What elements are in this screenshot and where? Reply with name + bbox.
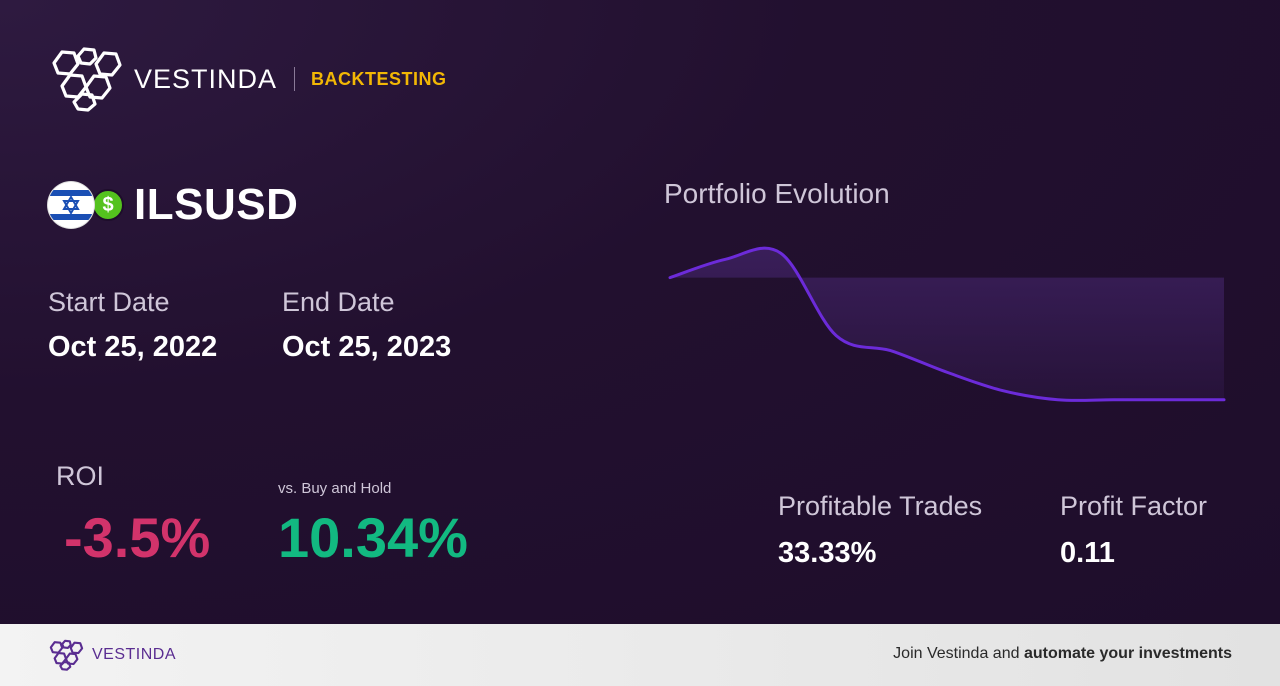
- footer-cta-prefix: Join Vestinda and: [893, 645, 1024, 662]
- dollar-coin-icon: $: [92, 189, 124, 221]
- brand-name: VESTINDA: [134, 63, 278, 94]
- footer-cta[interactable]: Join Vestinda and automate your investme…: [893, 645, 1232, 663]
- brand-tag: BACKTESTING: [311, 68, 447, 89]
- start-date-value: Oct 25, 2022: [48, 331, 218, 363]
- footer-cta-bold: automate your investments: [1023, 645, 1232, 662]
- vestinda-logo-icon: [49, 639, 84, 671]
- start-date-label: Start Date: [48, 287, 170, 317]
- buy-hold-value: 10.34%: [278, 506, 468, 569]
- portfolio-line: [668, 246, 1226, 402]
- footer-brand-name: VESTINDA: [92, 646, 177, 663]
- vestinda-logo-icon: [52, 47, 122, 112]
- footer-brand[interactable]: VESTINDA: [48, 639, 176, 671]
- israel-flag-icon: [48, 182, 94, 228]
- brand-header: VESTINDA BACKTESTING: [48, 46, 447, 112]
- brand-divider: [294, 67, 296, 91]
- profitable-trades-value: 33.33%: [778, 537, 877, 569]
- asset-header: $ ILSUSD: [48, 180, 298, 230]
- portfolio-chart: [668, 246, 1226, 402]
- profit-factor-value: 0.11: [1060, 537, 1115, 569]
- chart-title: Portfolio Evolution: [664, 178, 890, 209]
- asset-ticker: ILSUSD: [134, 180, 299, 229]
- portfolio-area: [670, 248, 1224, 401]
- end-date-label: End Date: [282, 287, 395, 317]
- footer-bar: VESTINDA Join Vestinda and automate your…: [0, 624, 1280, 686]
- profit-factor-label: Profit Factor: [1060, 491, 1208, 521]
- profitable-trades-label: Profitable Trades: [778, 491, 983, 521]
- buy-hold-label: vs. Buy and Hold: [278, 480, 392, 497]
- end-date-value: Oct 25, 2023: [282, 331, 452, 363]
- backtest-card: VESTINDA BACKTESTING $ ILSUSD Start Date…: [0, 0, 1280, 624]
- roi-label: ROI: [56, 461, 105, 491]
- roi-value: -3.5%: [64, 506, 211, 569]
